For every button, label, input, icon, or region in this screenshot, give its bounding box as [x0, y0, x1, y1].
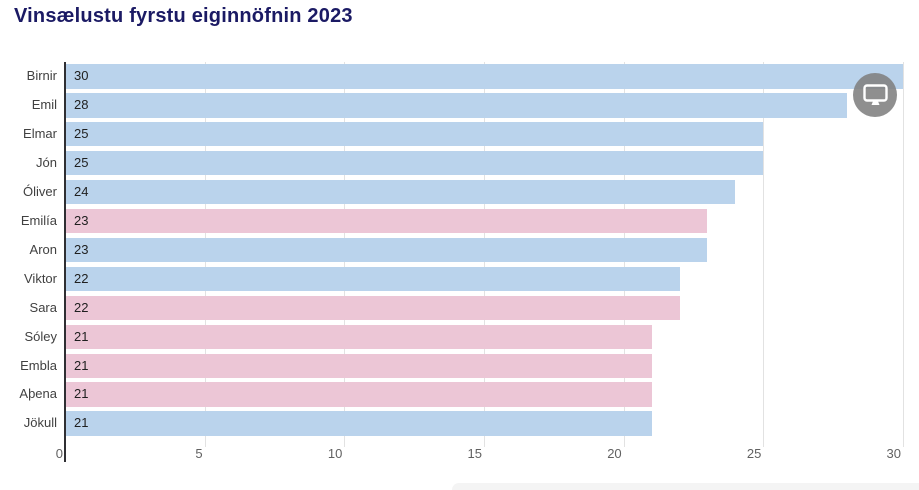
monitor-icon — [862, 83, 888, 105]
bar-value-label: 25 — [74, 125, 89, 141]
category-label: Emilía — [20, 212, 57, 228]
bar-value-label: 28 — [74, 96, 89, 112]
category-label: Embla — [20, 357, 57, 373]
category-label: Jón — [36, 154, 57, 170]
y-axis-line — [64, 62, 66, 462]
bar-value-label: 21 — [74, 328, 89, 344]
bar-value-label: 30 — [74, 68, 89, 83]
bar-value-label: 21 — [74, 415, 89, 431]
x-tick-label: 15 — [467, 446, 482, 461]
x-tick-label: 25 — [746, 446, 762, 461]
x-tick-label: 5 — [195, 446, 203, 461]
category-label: Sóley — [24, 328, 57, 344]
bar-value-label: 21 — [74, 357, 89, 373]
bar-value-label: 22 — [74, 270, 89, 286]
bar-elmar[interactable]: 25 — [66, 121, 764, 147]
x-tick-label: 30 — [886, 446, 901, 461]
bar-jón[interactable]: 25 — [66, 150, 764, 176]
bar-value-label: 24 — [74, 183, 89, 199]
bar-viktor[interactable]: 22 — [66, 266, 680, 292]
gridline — [902, 62, 904, 447]
x-tick-label: 20 — [607, 446, 622, 461]
bar-sara[interactable]: 22 — [66, 295, 680, 321]
bar-value-label: 22 — [74, 299, 89, 315]
category-label: Sara — [29, 299, 57, 315]
bar-aron[interactable]: 23 — [66, 237, 708, 263]
bar-emil[interactable]: 28 — [66, 92, 848, 118]
bottom-panel — [452, 483, 919, 490]
bar-emilía[interactable]: 23 — [66, 208, 708, 234]
category-label: Birnir — [26, 68, 57, 83]
bar-birnir[interactable]: 30 — [66, 64, 903, 89]
category-label: Jökull — [23, 415, 57, 431]
bar-óliver[interactable]: 24 — [66, 179, 736, 205]
category-label: Emil — [31, 96, 57, 112]
chart-title: Vinsælustu fyrstu eiginnöfnin 2023 — [14, 5, 353, 27]
category-label: Aron — [29, 241, 57, 257]
category-label: Elmar — [23, 125, 57, 141]
monitor-button[interactable] — [853, 73, 897, 117]
x-tick-label: 10 — [327, 446, 343, 461]
bar-jökull[interactable]: 21 — [66, 411, 652, 436]
bar-value-label: 23 — [74, 212, 89, 228]
bar-aþena[interactable]: 21 — [66, 382, 652, 408]
bar-embla[interactable]: 21 — [66, 353, 652, 379]
bar-value-label: 25 — [74, 154, 89, 170]
category-label: Viktor — [24, 270, 57, 286]
x-tick-label: 0 — [55, 446, 63, 461]
gridline — [763, 62, 765, 447]
category-label: Óliver — [23, 183, 57, 199]
bar-sóley[interactable]: 21 — [66, 324, 652, 350]
category-label: Aþena — [19, 386, 57, 402]
bar-value-label: 21 — [74, 386, 89, 402]
bar-value-label: 23 — [74, 241, 89, 257]
